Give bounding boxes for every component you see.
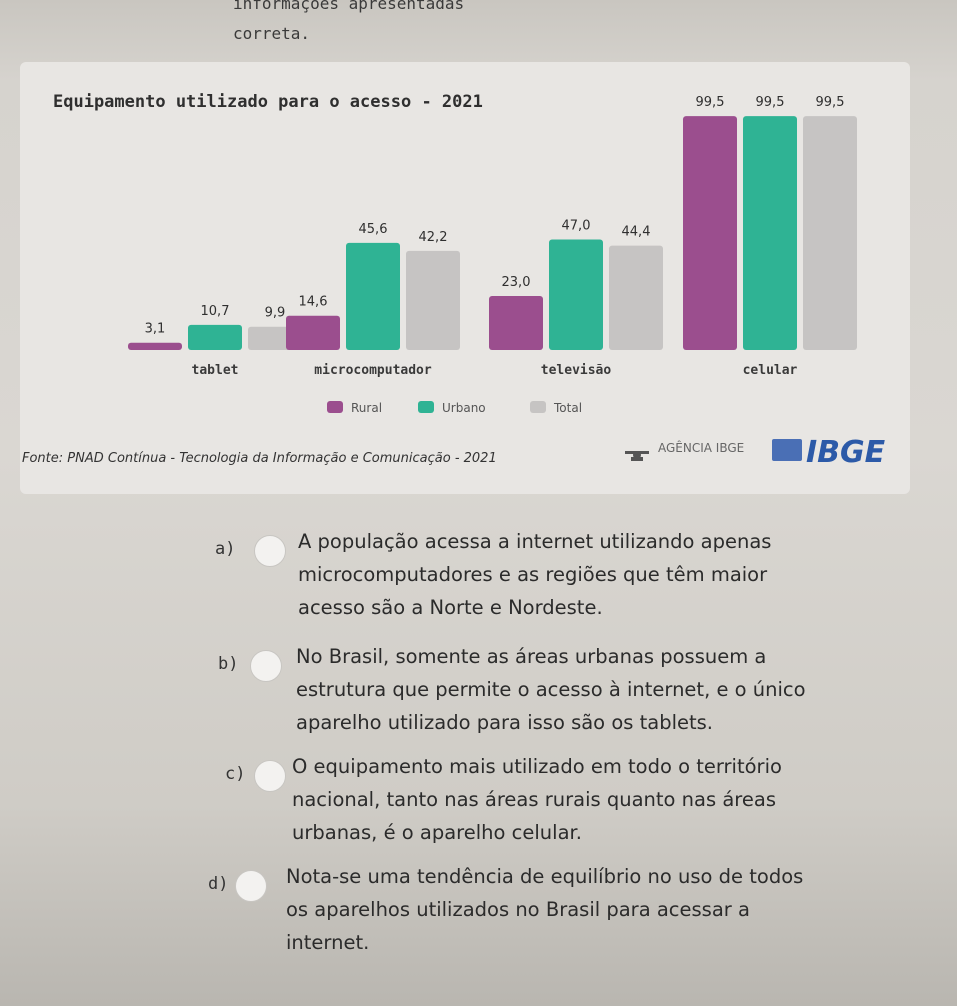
bar-chart: Equipamento utilizado para o acesso - 20… bbox=[22, 92, 886, 470]
option-letter: a) bbox=[215, 539, 236, 559]
agency-icon bbox=[625, 451, 649, 461]
data-label: 3,1 bbox=[145, 322, 166, 337]
data-label: 44,4 bbox=[622, 225, 651, 240]
bar-rural-0 bbox=[128, 342, 182, 350]
ibge-brand: IBGE bbox=[806, 435, 886, 470]
option-text-line: nacional, tanto nas áreas rurais quanto … bbox=[292, 788, 776, 811]
bar-urbano-1 bbox=[346, 242, 400, 350]
agency-label: AGÊNCIA IBGE bbox=[658, 440, 744, 455]
option-letter: d) bbox=[208, 874, 229, 894]
option-text-line: microcomputadores e as regiões que têm m… bbox=[298, 563, 768, 586]
legend-label: Rural bbox=[351, 401, 382, 415]
bar-urbano-2 bbox=[549, 239, 603, 350]
option-radio-a[interactable] bbox=[254, 535, 286, 567]
bar-rural-3 bbox=[683, 116, 737, 350]
option-text-line: urbanas, é o aparelho celular. bbox=[292, 821, 582, 844]
ibge-logo: IBGE bbox=[772, 435, 886, 470]
chart-card: Equipamento utilizado para o acesso - 20… bbox=[20, 62, 910, 494]
legend-swatch-urbano bbox=[418, 401, 434, 413]
ibge-map-icon bbox=[772, 439, 802, 461]
legend-swatch-total bbox=[530, 401, 546, 413]
option-letter: b) bbox=[218, 654, 239, 674]
legend-swatch-rural bbox=[327, 401, 343, 413]
bar-total-3 bbox=[803, 116, 857, 350]
question-text-line-1: informações apresentadas bbox=[233, 0, 465, 13]
option-text-line: acesso são a Norte e Nordeste. bbox=[298, 596, 603, 619]
option-text-line: O equipamento mais utilizado em todo o t… bbox=[292, 755, 782, 778]
bar-rural-2 bbox=[489, 295, 543, 350]
data-label: 23,0 bbox=[502, 275, 531, 290]
option-text-line: Nota-se uma tendência de equilíbrio no u… bbox=[286, 865, 804, 888]
question-text-line-2: correta. bbox=[233, 24, 311, 43]
legend-label: Urbano bbox=[442, 401, 486, 415]
option-radio-c[interactable] bbox=[254, 760, 286, 792]
bar-rural-1 bbox=[286, 315, 340, 350]
option-text-line: internet. bbox=[286, 931, 370, 954]
option-radio-b[interactable] bbox=[250, 650, 282, 682]
option-text-line: os aparelhos utilizados no Brasil para a… bbox=[286, 898, 750, 921]
bar-urbano-0 bbox=[188, 324, 242, 350]
chart-source: Fonte: PNAD Contínua - Tecnologia da Inf… bbox=[22, 451, 497, 466]
data-label: 45,6 bbox=[359, 222, 388, 237]
data-label: 47,0 bbox=[562, 219, 591, 234]
bar-total-1 bbox=[406, 250, 460, 350]
category-label: tablet bbox=[192, 363, 239, 378]
data-label: 10,7 bbox=[201, 304, 230, 319]
category-label: celular bbox=[743, 363, 798, 378]
data-label: 14,6 bbox=[299, 295, 328, 310]
bar-total-2 bbox=[609, 245, 663, 350]
legend-label: Total bbox=[553, 401, 582, 415]
data-label: 42,2 bbox=[419, 230, 448, 245]
option-text-line: estrutura que permite o acesso à interne… bbox=[296, 678, 806, 701]
category-label: televisão bbox=[541, 363, 612, 378]
data-label: 9,9 bbox=[265, 306, 286, 321]
bar-urbano-3 bbox=[743, 116, 797, 350]
option-letter: c) bbox=[225, 764, 246, 784]
option-radio-d[interactable] bbox=[235, 870, 267, 902]
option-text-line: aparelho utilizado para isso são os tabl… bbox=[296, 711, 713, 734]
category-label: microcomputador bbox=[314, 363, 432, 378]
legend: Rural Urbano Total bbox=[327, 401, 582, 415]
option-text-line: A população acessa a internet utilizando… bbox=[298, 530, 772, 553]
agency-logo: AGÊNCIA IBGE bbox=[625, 440, 744, 461]
option-text-line: No Brasil, somente as áreas urbanas poss… bbox=[296, 645, 767, 668]
chart-title: Equipamento utilizado para o acesso - 20… bbox=[53, 92, 483, 112]
data-label: 99,5 bbox=[816, 95, 845, 110]
bars-layer: 3,1 10,7 9,9 tablet 14,6 45,6 42,2 microcomputa… bbox=[128, 95, 857, 378]
data-label: 99,5 bbox=[696, 95, 725, 110]
data-label: 99,5 bbox=[756, 95, 785, 110]
